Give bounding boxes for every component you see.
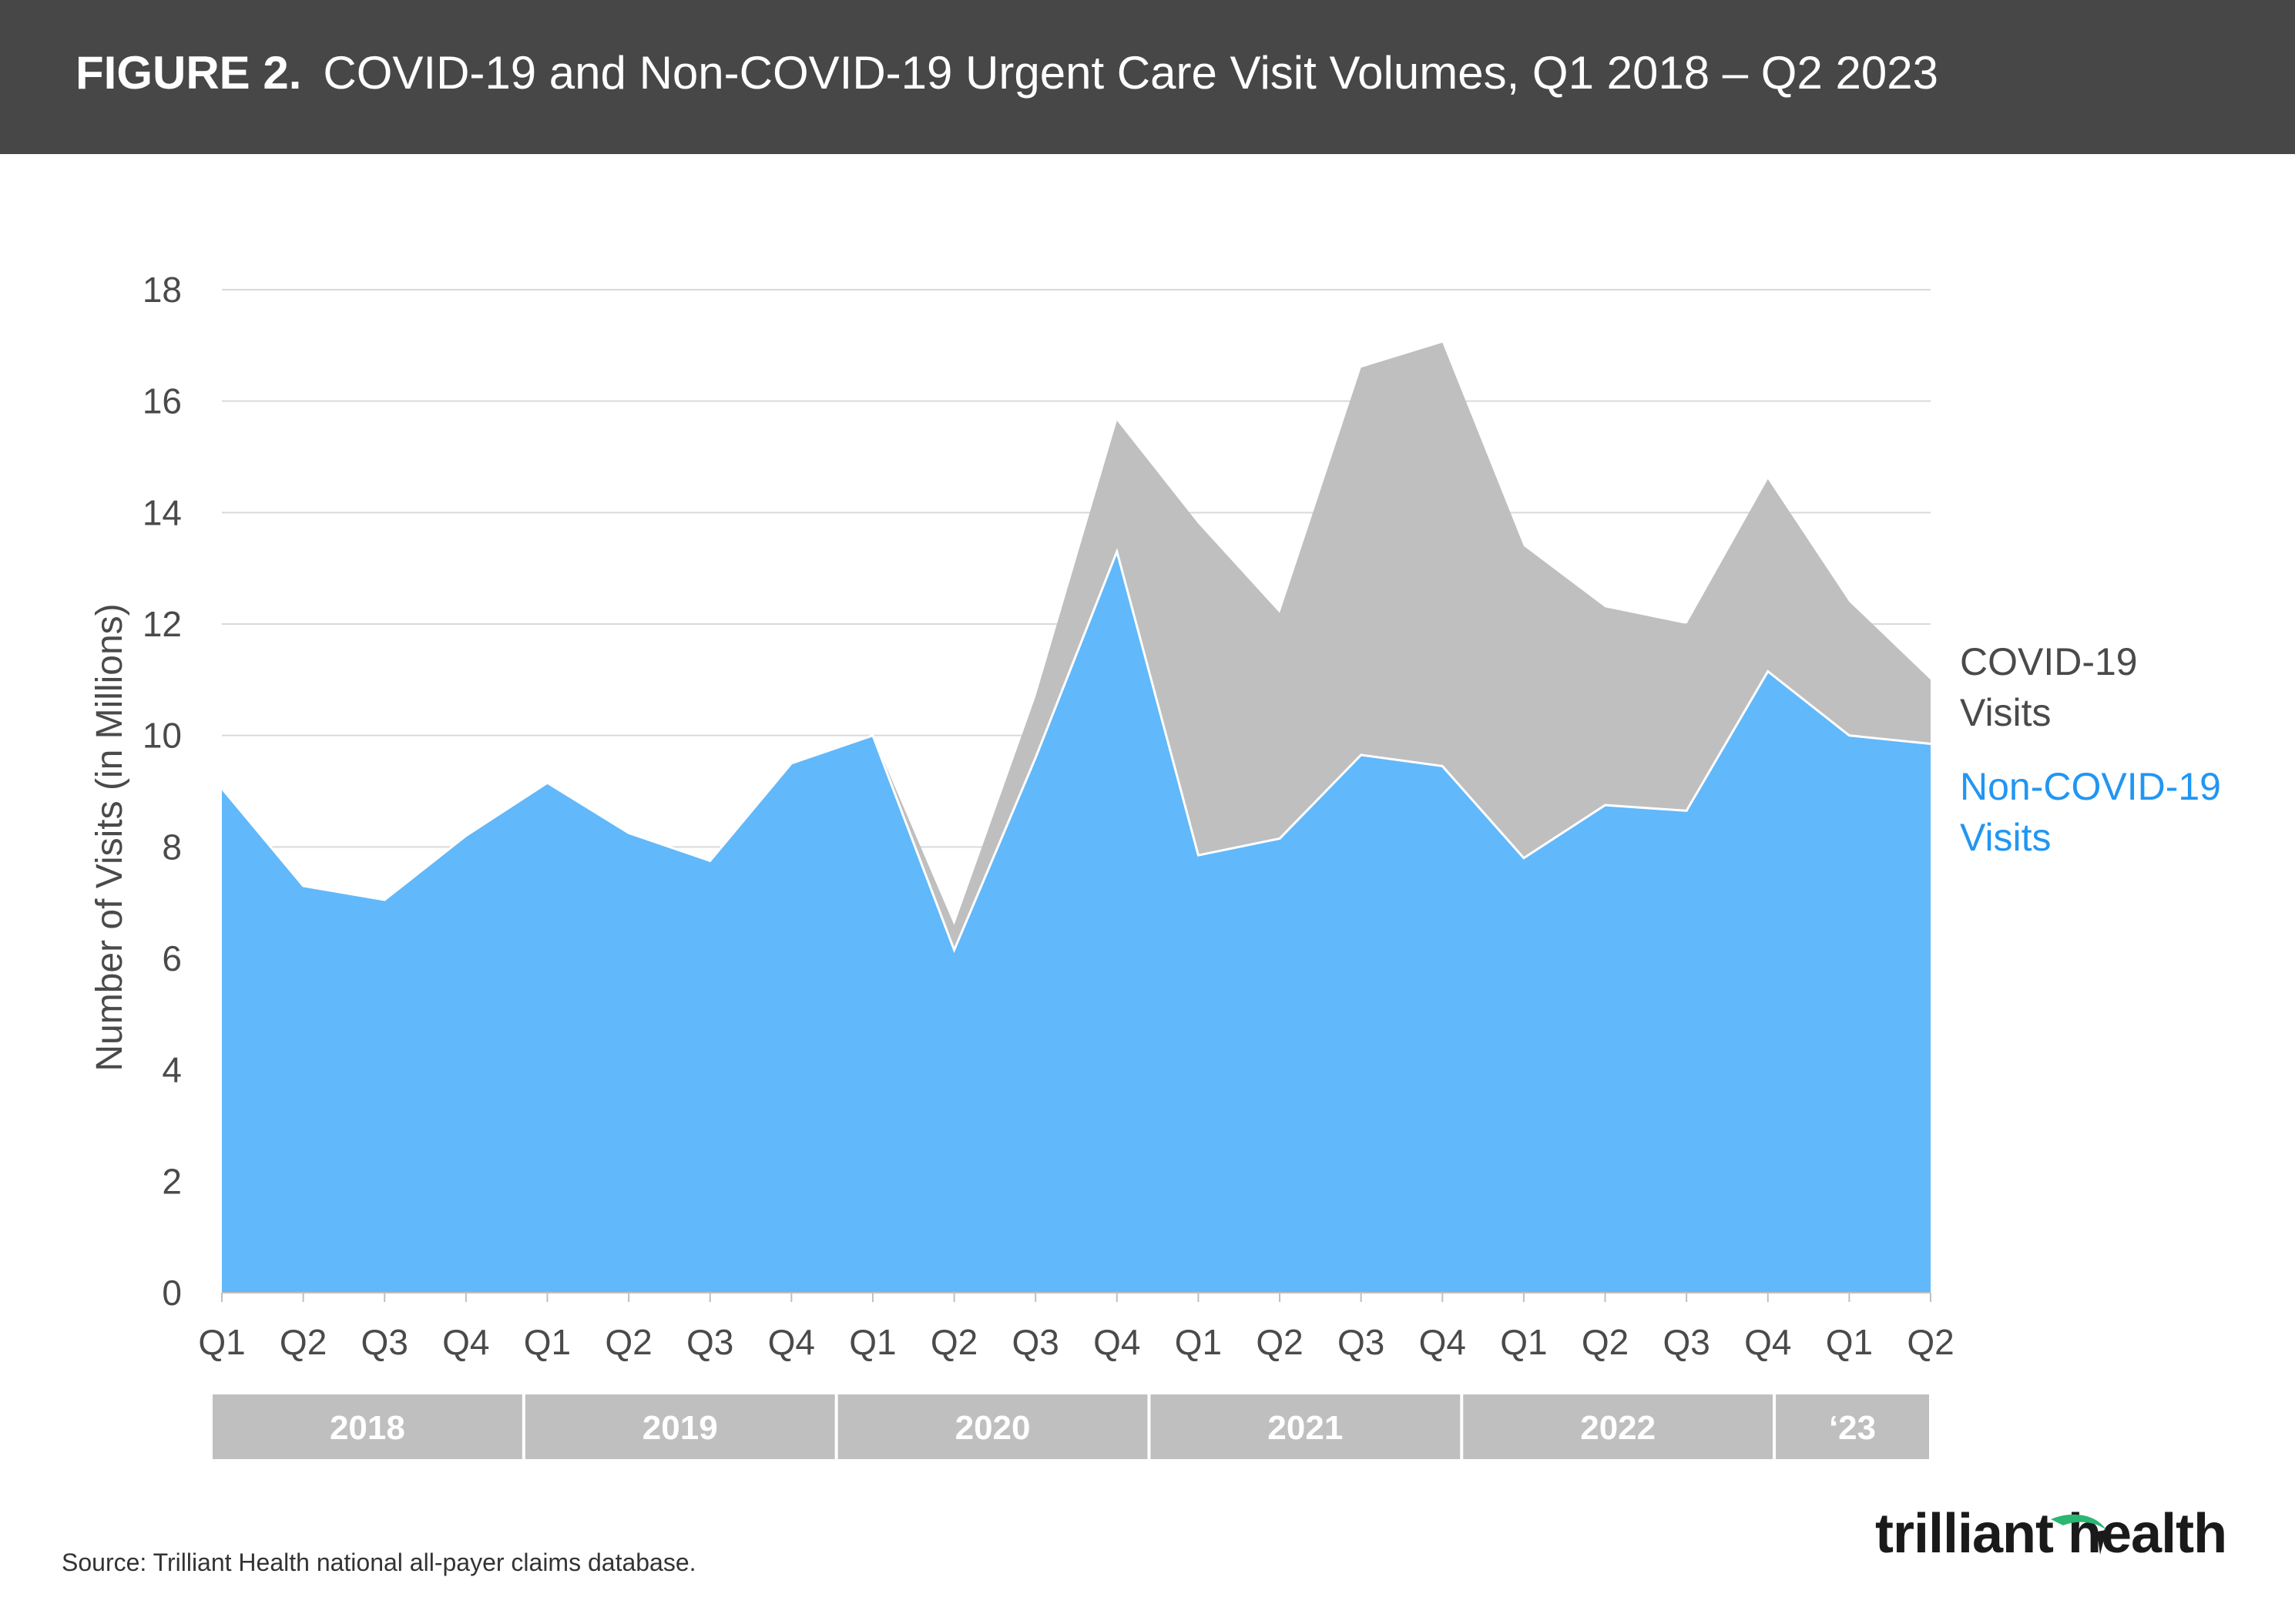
x-tick-label: Q2 (1907, 1322, 1954, 1362)
x-tick-label: Q3 (1012, 1322, 1059, 1362)
x-tick-label: Q3 (361, 1322, 408, 1362)
x-tick-label: Q2 (605, 1322, 652, 1362)
year-band-segment (213, 1394, 522, 1459)
trilliant-health-logo: trilliant health (1875, 1503, 2227, 1565)
x-tick-label: Q2 (931, 1322, 978, 1362)
non-covid-series-label: Visits (1960, 816, 2052, 859)
chart-areas (220, 342, 1931, 1293)
x-tick-label: Q3 (1337, 1322, 1384, 1362)
y-tick-label: 0 (162, 1273, 182, 1313)
logo-swoosh-icon (2051, 1514, 2106, 1555)
y-tick-label: 2 (162, 1161, 182, 1201)
source-note: Source: Trilliant Health national all-pa… (62, 1549, 696, 1576)
year-band-segment (1463, 1394, 1773, 1459)
non-covid-visits-area (222, 551, 1931, 1293)
x-tick-label: Q1 (849, 1322, 896, 1362)
covid-series-label: COVID-19 (1960, 640, 2138, 683)
figure-header: FIGURE 2. COVID-19 and Non-COVID-19 Urgen… (0, 0, 2295, 154)
year-label: 2022 (1580, 1409, 1656, 1447)
y-tick-label: 6 (162, 938, 182, 978)
x-tick-label: Q4 (442, 1322, 489, 1362)
non-covid-series-label: Non-COVID-19 (1960, 765, 2221, 808)
y-tick-label: 12 (143, 604, 182, 644)
x-tick-label: Q1 (198, 1322, 245, 1362)
axes (213, 1292, 1931, 1459)
area-chart: 0 2 4 6 8 10 12 14 16 18 Number of Visits (in Mill… (89, 270, 2221, 1459)
year-label: 2018 (330, 1409, 405, 1447)
y-tick-label: 10 (143, 716, 182, 756)
x-tick-label: Q4 (1419, 1322, 1466, 1362)
y-axis-label: Number of Visits (in Millions) (89, 603, 130, 1071)
year-band-segment (1776, 1394, 1929, 1459)
x-tick-label: Q2 (280, 1322, 327, 1362)
x-tick-label: Q1 (524, 1322, 571, 1362)
x-tick-label: Q3 (686, 1322, 733, 1362)
year-label: ‘23 (1829, 1409, 1876, 1447)
x-tick-label: Q2 (1256, 1322, 1303, 1362)
x-tick-label: Q2 (1582, 1322, 1629, 1362)
x-tick-label: Q4 (768, 1322, 815, 1362)
x-tick-label: Q1 (1175, 1322, 1222, 1362)
year-band-segment (525, 1394, 835, 1459)
covid-series-label: Visits (1960, 691, 2052, 734)
non-covid-series-line (220, 548, 1931, 954)
x-tick-label: Q3 (1663, 1322, 1710, 1362)
axis-labels: 0 2 4 6 8 10 12 14 16 18 Number of Visits (in Mill… (89, 270, 1954, 1447)
figure-title-line: FIGURE 2. COVID-19 and Non-COVID-19 Urgen… (75, 46, 1938, 99)
figure-label: FIGURE 2. (75, 47, 302, 99)
year-label: 2021 (1267, 1409, 1343, 1447)
figure-title: COVID-19 and Non-COVID-19 Urgent Care Vi… (323, 47, 1938, 99)
series-labels: COVID-19 Visits Non-COVID-19 Visits (1960, 640, 2221, 859)
y-tick-label: 8 (162, 827, 182, 867)
x-tick-label: Q4 (1744, 1322, 1791, 1362)
y-tick-label: 4 (162, 1050, 182, 1090)
y-tick-label: 16 (143, 381, 182, 421)
year-band-segment (1150, 1394, 1461, 1459)
y-tick-label: 18 (143, 270, 182, 310)
x-tick-label: Q4 (1093, 1322, 1140, 1362)
y-tick-label: 14 (143, 492, 182, 532)
x-tick-label: Q1 (1826, 1322, 1873, 1362)
year-label: 2019 (643, 1409, 718, 1447)
year-band-segment (837, 1394, 1148, 1459)
year-label: 2020 (955, 1409, 1031, 1447)
x-tick-label: Q1 (1500, 1322, 1547, 1362)
covid-visits-area (222, 342, 1931, 951)
